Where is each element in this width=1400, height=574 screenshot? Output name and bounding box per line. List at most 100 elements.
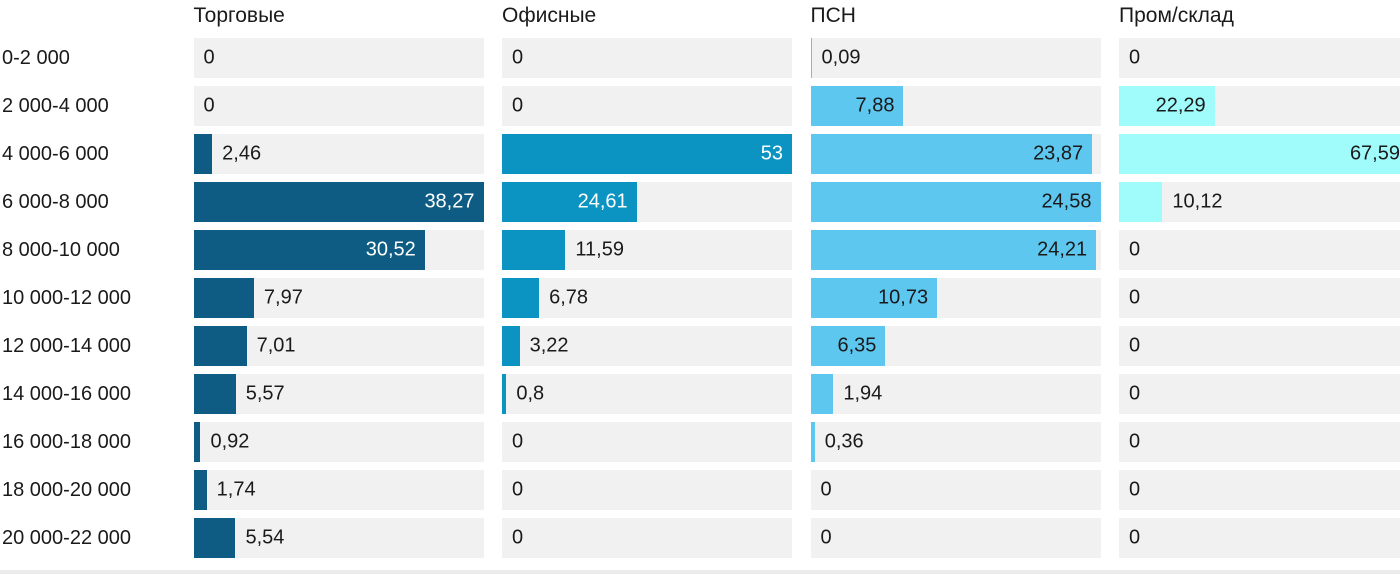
value-label: 0 bbox=[1129, 478, 1141, 501]
value-label: 0 bbox=[512, 46, 524, 69]
chart-cell: 0 bbox=[502, 38, 792, 78]
value-bar bbox=[810, 230, 1097, 270]
chart-cell: 53 bbox=[502, 134, 792, 174]
value-label: 53 bbox=[760, 142, 783, 165]
row-label: 16 000-18 000 bbox=[2, 430, 132, 453]
column-header-1: Торговые bbox=[193, 4, 285, 27]
value-bar bbox=[810, 374, 834, 414]
value-bar bbox=[810, 86, 904, 126]
value-label: 0,09 bbox=[821, 46, 861, 69]
chart-cell: 2,46 bbox=[193, 134, 484, 174]
chart-cell: 0 bbox=[1119, 374, 1400, 414]
chart-cell: 3,22 bbox=[502, 326, 792, 366]
chart-cell: 0 bbox=[1119, 38, 1400, 78]
value-label: 0 bbox=[1129, 286, 1141, 309]
value-label: 67,59 bbox=[1349, 142, 1400, 165]
chart-cell: 0 bbox=[193, 86, 484, 126]
chart-cell: 0 bbox=[1119, 518, 1400, 558]
chart-cell: 0 bbox=[1119, 422, 1400, 462]
row-label: 6 000-8 000 bbox=[2, 190, 109, 213]
value-bar bbox=[810, 422, 815, 462]
row-label: 0-2 000 bbox=[2, 46, 70, 69]
chart-cell: 23,87 bbox=[810, 134, 1101, 174]
chart-cell: 7,88 bbox=[810, 86, 1101, 126]
value-label: 0 bbox=[820, 526, 832, 549]
chart-cell: 11,59 bbox=[502, 230, 792, 270]
row-label: 18 000-20 000 bbox=[2, 478, 132, 501]
value-label: 3,22 bbox=[529, 334, 569, 357]
value-bar bbox=[810, 38, 812, 78]
row-label: 4 000-6 000 bbox=[2, 142, 109, 165]
value-bar bbox=[502, 374, 507, 414]
chart-cell: 5,54 bbox=[193, 518, 484, 558]
chart-cell: 0 bbox=[502, 518, 792, 558]
value-bar bbox=[193, 230, 425, 270]
value-label: 0 bbox=[1129, 382, 1141, 405]
row-label: 14 000-16 000 bbox=[2, 382, 132, 405]
value-label: 0 bbox=[1129, 46, 1141, 69]
value-label: 5,57 bbox=[245, 382, 285, 405]
chart-cell: 5,57 bbox=[193, 374, 484, 414]
chart-cell: 1,74 bbox=[193, 470, 484, 510]
value-bar bbox=[502, 182, 637, 222]
value-label: 0 bbox=[512, 478, 524, 501]
row-label: 2 000-4 000 bbox=[2, 94, 109, 117]
chart-cell: 6,35 bbox=[810, 326, 1101, 366]
value-label: 24,21 bbox=[1037, 238, 1088, 261]
chart-cell: 0 bbox=[810, 518, 1101, 558]
column-header-2: Офисные bbox=[502, 4, 597, 27]
value-bar bbox=[810, 182, 1101, 222]
chart-cell: 0 bbox=[193, 38, 484, 78]
chart-cell: 0,36 bbox=[810, 422, 1101, 462]
chart-cell: 6,78 bbox=[502, 278, 792, 318]
chart-cell: 0 bbox=[1119, 278, 1400, 318]
value-label: 6,78 bbox=[549, 286, 589, 309]
chart-cell: 38,27 bbox=[193, 182, 484, 222]
value-label: 0 bbox=[203, 46, 215, 69]
row-label: 10 000-12 000 bbox=[2, 286, 132, 309]
value-bar bbox=[502, 278, 540, 318]
chart-cell: 67,59 bbox=[1119, 134, 1400, 174]
bar-chart-matrix: Торговые Офисные ПСН Пром/склад 0-2 000 0 0 0,0… bbox=[0, 2, 1400, 558]
value-bar bbox=[1119, 134, 1400, 174]
chart-cell: 0 bbox=[502, 86, 792, 126]
value-label: 30,52 bbox=[365, 238, 416, 261]
value-bar bbox=[193, 134, 213, 174]
header-corner bbox=[0, 2, 175, 30]
chart-cell: 0 bbox=[502, 422, 792, 462]
bottom-divider bbox=[0, 570, 1400, 574]
value-label: 24,58 bbox=[1041, 190, 1092, 213]
value-label: 0 bbox=[1129, 334, 1141, 357]
column-header-3: ПСН bbox=[810, 4, 856, 27]
row-label: 8 000-10 000 bbox=[2, 238, 120, 261]
chart-cell: 0,8 bbox=[502, 374, 792, 414]
value-label: 10,73 bbox=[878, 286, 929, 309]
chart-cell: 0 bbox=[1119, 470, 1400, 510]
value-bar bbox=[502, 326, 520, 366]
value-bar bbox=[193, 374, 236, 414]
value-label: 10,12 bbox=[1172, 190, 1223, 213]
value-label: 24,61 bbox=[577, 190, 628, 213]
value-label: 0,92 bbox=[210, 430, 250, 453]
value-bar bbox=[193, 422, 201, 462]
chart-cell: 24,61 bbox=[502, 182, 792, 222]
value-label: 38,27 bbox=[424, 190, 475, 213]
row-label: 20 000-22 000 bbox=[2, 526, 132, 549]
value-bar bbox=[193, 182, 484, 222]
value-label: 7,01 bbox=[256, 334, 296, 357]
column-header-4: Пром/склад bbox=[1119, 4, 1234, 27]
chart-cell: 10,73 bbox=[810, 278, 1101, 318]
value-label: 5,54 bbox=[245, 526, 285, 549]
value-label: 0,36 bbox=[824, 430, 864, 453]
chart-cell: 0,09 bbox=[810, 38, 1101, 78]
value-label: 0 bbox=[512, 430, 524, 453]
value-label: 11,59 bbox=[575, 238, 624, 261]
value-label: 0,8 bbox=[516, 382, 545, 405]
chart-cell: 30,52 bbox=[193, 230, 484, 270]
chart-cell: 0,92 bbox=[193, 422, 484, 462]
value-label: 7,97 bbox=[263, 286, 303, 309]
value-label: 0 bbox=[1129, 238, 1141, 261]
value-label: 22,29 bbox=[1155, 94, 1206, 117]
value-label: 7,88 bbox=[855, 94, 895, 117]
value-bar bbox=[1119, 86, 1215, 126]
